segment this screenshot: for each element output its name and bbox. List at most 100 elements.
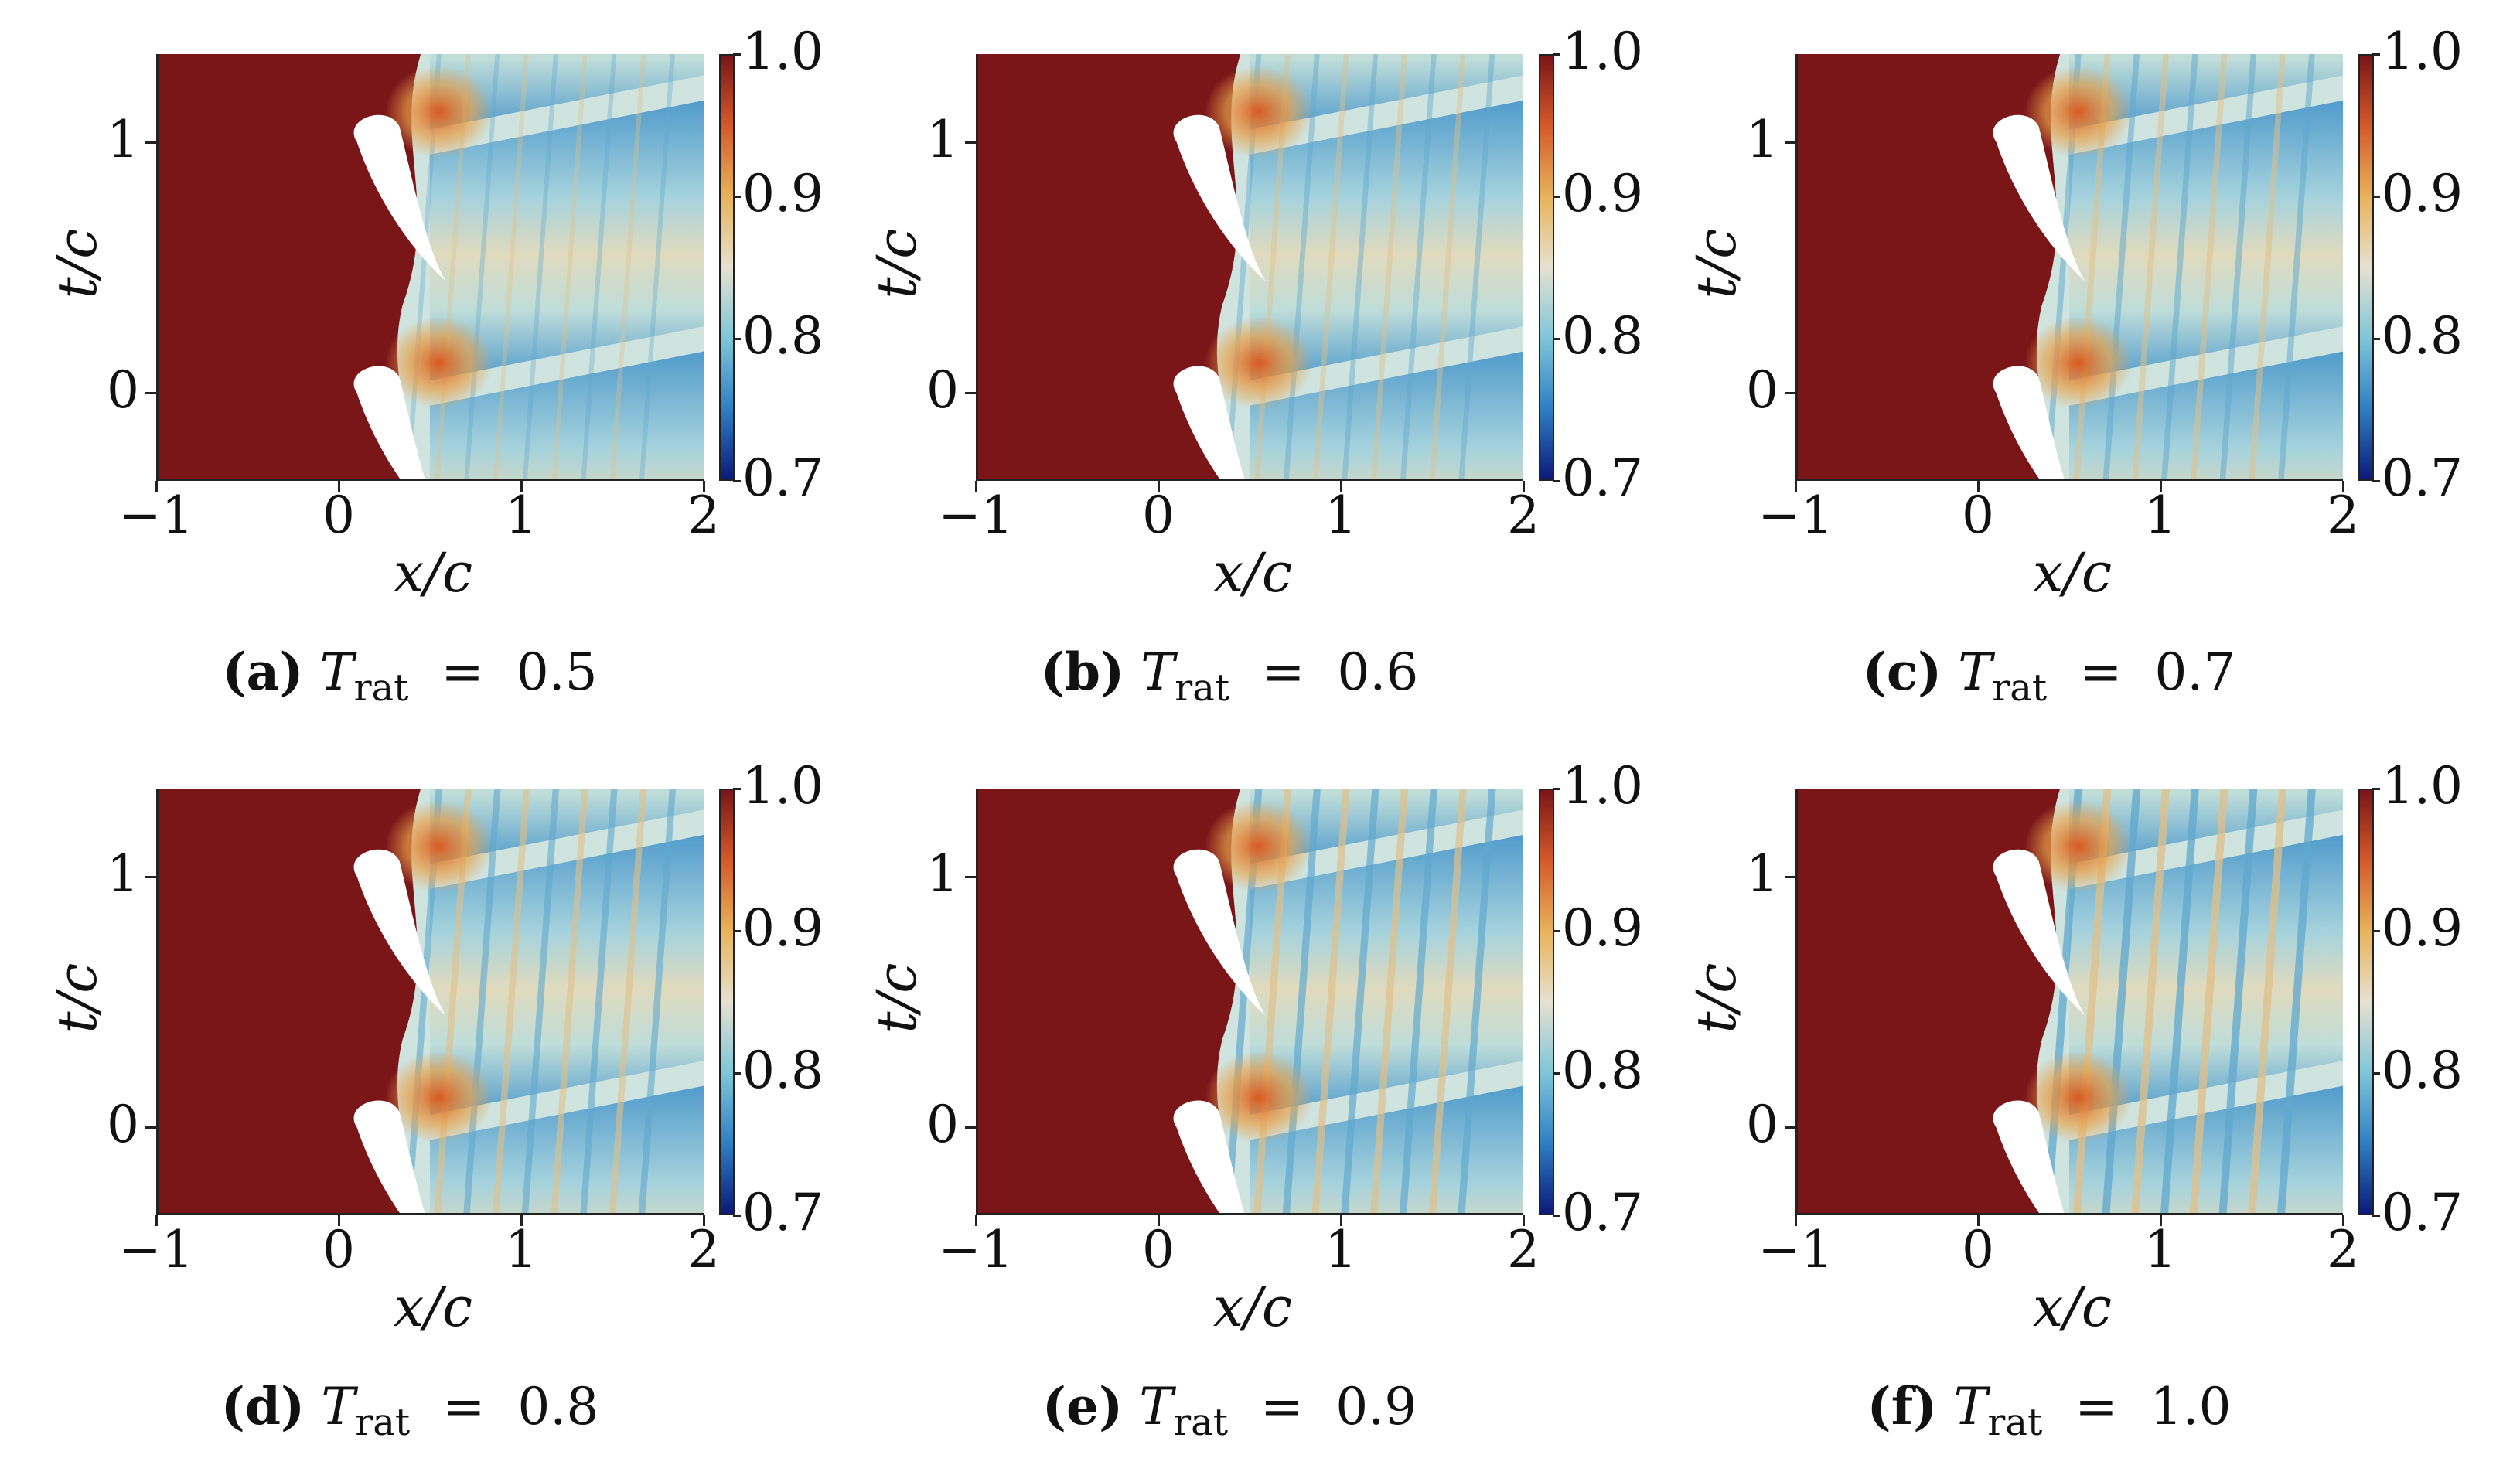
- y-tick-label: 0: [926, 360, 959, 421]
- colorbar-tick: [1553, 53, 1560, 56]
- x-tick: [520, 1215, 523, 1226]
- x-tick-label: −1: [938, 485, 1014, 545]
- stagnation-hotspot: [1204, 1051, 1313, 1144]
- x-axis-label: x/c: [393, 1276, 473, 1339]
- wave-line: [2278, 54, 2315, 481]
- caption-label: (f): [1867, 1376, 1938, 1436]
- blade-profile: [1173, 366, 1246, 481]
- colorbar-tick-label: 0.9: [1562, 898, 1643, 958]
- colorbar: [719, 54, 735, 481]
- caption-value: 0.9: [1335, 1377, 1417, 1436]
- colorbar-tick-label: 1.0: [2382, 756, 2463, 816]
- blade-profile: [1173, 849, 1266, 1016]
- blade-profile: [1993, 849, 2085, 1016]
- x-tick: [2160, 1215, 2162, 1226]
- wave-line: [2276, 789, 2316, 1215]
- caption-label: (b): [1040, 642, 1125, 702]
- colorbar-tick-label: 0.8: [742, 306, 824, 366]
- blade-profile: [353, 849, 446, 1016]
- caption-label: (d): [220, 1376, 305, 1436]
- x-tick-label: 0: [1962, 485, 1994, 545]
- heatmap-svg: [156, 789, 704, 1215]
- heatmap-svg: [156, 54, 704, 481]
- subplot-caption: (e) Trat = 0.9: [843, 1376, 1616, 1444]
- stagnation-hotspot: [384, 799, 493, 893]
- colorbar-tick: [2372, 338, 2380, 340]
- x-tick: [975, 481, 977, 492]
- x-axis-label: x/c: [393, 541, 473, 605]
- passage-band: [430, 351, 704, 481]
- caption-equals: =: [442, 1377, 486, 1436]
- caption-equals: =: [1260, 1377, 1304, 1436]
- colorbar-tick-label: 1.0: [1562, 756, 1643, 816]
- x-axis-label: x/c: [2032, 1276, 2113, 1339]
- wave-line: [610, 54, 646, 481]
- wave-line: [609, 789, 647, 1215]
- caption-label: (a): [222, 642, 304, 702]
- wave-line: [2102, 54, 2140, 481]
- colorbar: [2358, 789, 2374, 1215]
- x-tick: [338, 481, 340, 492]
- colorbar-tick: [733, 480, 741, 482]
- blade-profile: [353, 366, 426, 481]
- wave-line: [1341, 789, 1379, 1215]
- wave-line: [1370, 789, 1409, 1215]
- caption-symbol: T: [319, 642, 354, 702]
- passage-band: [430, 100, 704, 381]
- colorbar: [1539, 789, 1554, 1215]
- y-tick-label: 1: [1746, 109, 1778, 169]
- y-tick: [965, 141, 976, 144]
- upstream-region: [1795, 54, 2061, 481]
- x-tick: [975, 1215, 977, 1226]
- caption-subscript: rat: [1987, 1401, 2043, 1445]
- colorbar: [1539, 54, 1554, 481]
- colorbar-tick: [733, 930, 741, 932]
- stagnation-hotspot: [2024, 799, 2133, 893]
- caption-symbol: T: [1141, 642, 1175, 702]
- caption-symbol: T: [1139, 1377, 1174, 1436]
- caption-equals: =: [2079, 642, 2123, 702]
- subplot-panel: −1 0 1 2 1 0 x/c t/c 1.0 0.9 0.8 0.7 (c) Trat = 0.7: [1662, 0, 2463, 734]
- x-tick: [703, 481, 705, 492]
- y-tick-label: 0: [926, 1095, 959, 1155]
- stagnation-hotspot: [2024, 65, 2133, 158]
- colorbar-tick-label: 0.7: [742, 448, 824, 508]
- wave-line: [2248, 789, 2287, 1215]
- wave-line: [464, 54, 500, 481]
- colorbar-tick-label: 0.8: [2382, 1041, 2463, 1100]
- caption-symbol: T: [1958, 642, 1993, 702]
- caption-value: 0.5: [516, 642, 598, 702]
- x-tick: [1795, 1215, 1797, 1226]
- x-tick-label: −1: [938, 1220, 1014, 1279]
- wave-line: [1399, 789, 1437, 1215]
- blade-profile: [353, 114, 446, 281]
- stagnation-hotspot: [384, 316, 493, 410]
- wave-line: [2189, 789, 2228, 1215]
- heatmap-plot: [976, 789, 1523, 1215]
- y-tick: [965, 1126, 976, 1129]
- caption-value: 1.0: [2150, 1377, 2232, 1436]
- heatmap-plot: [156, 54, 704, 481]
- colorbar-tick-label: 1.0: [1562, 22, 1643, 81]
- colorbar-tick: [733, 788, 741, 790]
- colorbar-tick: [1553, 480, 1560, 482]
- caption-label: (e): [1042, 1376, 1124, 1436]
- y-tick-label: 1: [1746, 843, 1778, 904]
- wave-line: [581, 54, 617, 481]
- x-tick-label: 1: [1325, 485, 1357, 545]
- x-tick-label: 1: [505, 485, 537, 545]
- x-tick: [1340, 1215, 1342, 1226]
- caption-value: 0.7: [2154, 642, 2236, 702]
- x-tick-label: −1: [118, 1220, 194, 1279]
- y-tick: [145, 875, 156, 878]
- colorbar-tick: [1553, 196, 1560, 198]
- wave-line: [493, 54, 530, 481]
- stagnation-hotspot: [1204, 799, 1313, 893]
- wave-line: [2190, 54, 2228, 481]
- colorbar-tick-label: 0.8: [1562, 1041, 1643, 1100]
- y-tick: [965, 875, 976, 878]
- y-tick-label: 0: [1746, 1095, 1778, 1155]
- caption-label: (c): [1862, 642, 1942, 702]
- x-tick-label: 2: [687, 1220, 720, 1279]
